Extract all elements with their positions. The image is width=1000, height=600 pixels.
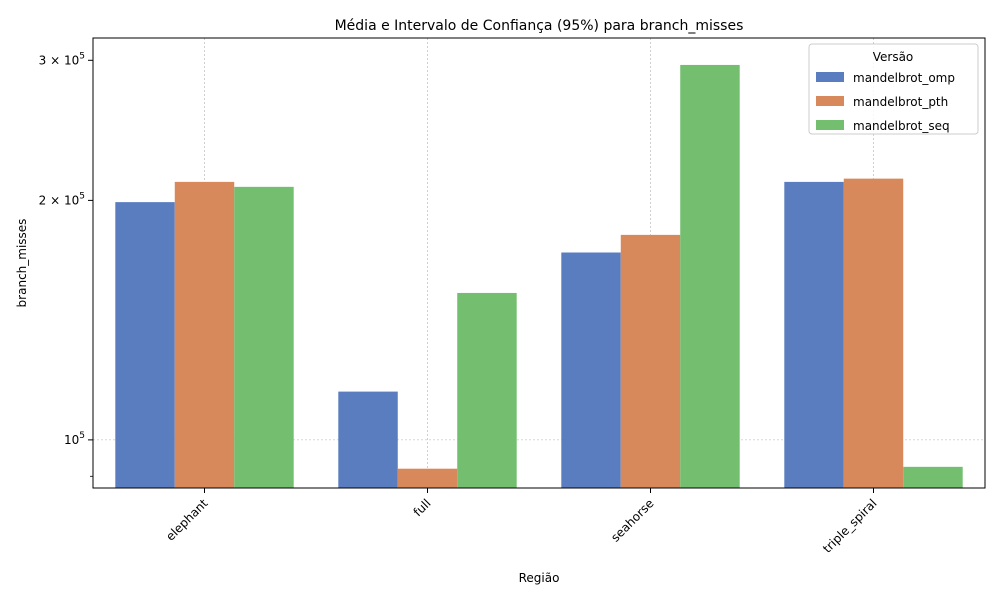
bar-mandelbrot_pth-elephant [174, 181, 235, 489]
y-tick-exp: 5 [79, 51, 85, 61]
plot-frame [92, 37, 986, 489]
y-tick-label: 2 × 105 [39, 191, 85, 207]
y-tick-label: 105 [64, 431, 85, 447]
legend-label-mandelbrot_seq: mandelbrot_seq [853, 119, 950, 133]
legend-label-mandelbrot_omp: mandelbrot_omp [853, 71, 955, 85]
bar-mandelbrot_seq-elephant [234, 186, 294, 488]
bar-mandelbrot_pth-seahorse [620, 234, 681, 488]
y-tick-coef: 2 × [39, 193, 64, 207]
bar-mandelbrot_seq-seahorse [680, 64, 740, 488]
y-tick-exp: 5 [79, 191, 85, 201]
legend-label-mandelbrot_pth: mandelbrot_pth [853, 95, 948, 109]
y-tick-base: 10 [64, 433, 79, 447]
y-tick-coef: 3 × [39, 53, 64, 67]
y-tick-base: 10 [64, 193, 79, 207]
legend-swatch-mandelbrot_omp [816, 72, 844, 82]
bar-mandelbrot_pth-full [397, 468, 458, 488]
legend: Versão mandelbrot_ompmandelbrot_pthmande… [808, 43, 979, 135]
y-tick-base: 10 [64, 53, 79, 67]
bar-mandelbrot_seq-triple_spiral [903, 466, 963, 488]
y-axis-label: branch_misses [15, 219, 29, 308]
bars [115, 64, 963, 489]
bar-mandelbrot_omp-elephant [115, 202, 175, 488]
legend-box [808, 43, 979, 135]
bar-mandelbrot_seq-full [457, 292, 517, 488]
legend-swatch-mandelbrot_pth [816, 96, 844, 106]
y-tick-exp: 5 [79, 431, 85, 441]
chart-title: Média e Intervalo de Confiança (95%) par… [335, 18, 744, 34]
legend-title: Versão [873, 50, 914, 64]
bar-mandelbrot_pth-triple_spiral [843, 178, 904, 488]
bar-mandelbrot_omp-full [338, 391, 398, 488]
legend-entries: mandelbrot_omp mandelbrot_pth mandelbrot_s… [816, 71, 955, 133]
legend-swatch-mandelbrot_seq [816, 120, 844, 130]
bar-mandelbrot_omp-seahorse [561, 252, 621, 488]
bar-mandelbrot_omp-triple_spiral [784, 181, 844, 489]
x-axis-label: Região [519, 571, 560, 585]
y-tick-label: 3 × 105 [39, 51, 85, 67]
